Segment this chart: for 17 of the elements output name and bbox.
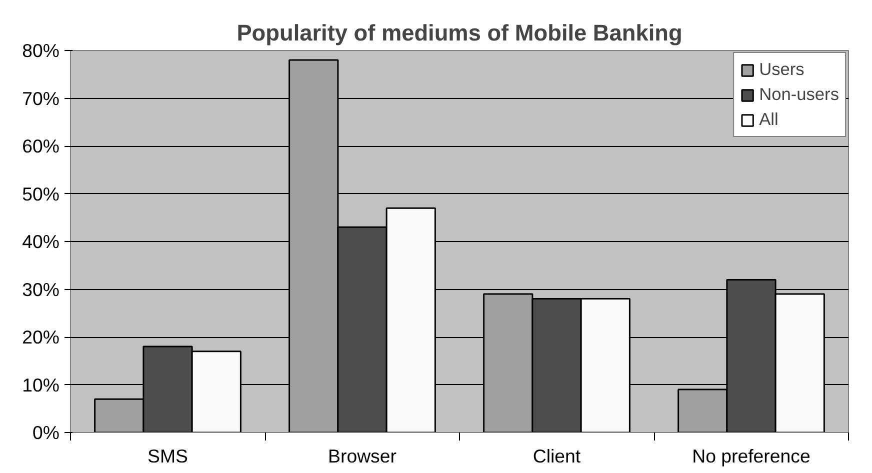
x-tick-label: Browser bbox=[328, 446, 396, 466]
y-tick-label: 80% bbox=[22, 40, 60, 61]
y-tick-label: 20% bbox=[22, 326, 60, 348]
x-tick-label: Client bbox=[532, 446, 582, 466]
y-tick-label: 60% bbox=[22, 136, 60, 156]
chart-title: Popularity of mediums of Mobile Banking bbox=[236, 20, 682, 46]
legend-label: All bbox=[759, 109, 780, 130]
y-tick-label: 10% bbox=[22, 374, 60, 396]
legend-label: Non-users bbox=[759, 84, 839, 105]
y-tick-label: 40% bbox=[22, 231, 60, 252]
legend-label: Users bbox=[759, 59, 804, 80]
y-tick-label: 70% bbox=[22, 88, 60, 109]
y-tick-label: 30% bbox=[22, 278, 60, 300]
y-tick-label: 0% bbox=[32, 422, 60, 443]
x-tick-label: SMS bbox=[148, 446, 188, 466]
x-tick-label: No preference bbox=[692, 446, 810, 466]
y-tick-label: 50% bbox=[22, 183, 60, 204]
